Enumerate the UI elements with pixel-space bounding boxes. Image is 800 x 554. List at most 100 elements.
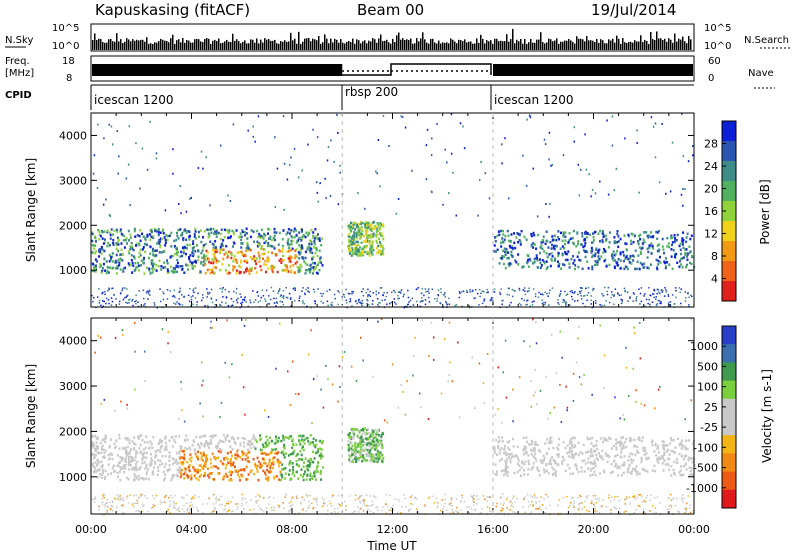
echo-cell xyxy=(262,237,265,240)
echo-cell xyxy=(577,293,579,296)
echo-cell xyxy=(362,459,365,462)
echo-cell xyxy=(94,470,97,474)
echo-cell xyxy=(241,301,244,304)
echo-cell xyxy=(226,451,229,455)
echo-cell xyxy=(298,458,301,461)
echo-cell xyxy=(219,251,222,255)
echo-cell xyxy=(654,122,657,125)
echo-cell xyxy=(280,473,283,477)
echo-cell xyxy=(101,469,104,472)
echo-cell xyxy=(220,248,223,252)
echo-cell xyxy=(157,233,160,237)
echo-cell xyxy=(377,244,380,248)
echo-cell xyxy=(554,472,557,475)
echo-cell xyxy=(97,123,99,126)
echo-cell xyxy=(235,229,238,232)
echo-cell xyxy=(285,296,288,299)
echo-cell xyxy=(259,299,262,302)
echo-cell xyxy=(690,457,693,461)
echo-cell xyxy=(241,229,244,232)
echo-cell xyxy=(162,298,165,301)
nsky-bar xyxy=(230,42,232,50)
echo-cell xyxy=(581,459,584,463)
echo-cell xyxy=(669,304,671,306)
echo-cell xyxy=(552,472,555,476)
echo-cell xyxy=(182,249,185,252)
echo-cell xyxy=(134,300,136,303)
echo-cell xyxy=(313,236,316,240)
echo-cell xyxy=(569,290,572,293)
echo-cell xyxy=(91,269,94,273)
echo-cell xyxy=(395,303,397,305)
echo-cell xyxy=(278,290,280,292)
echo-cell xyxy=(613,240,616,243)
echo-cell xyxy=(562,154,565,157)
echo-cell xyxy=(213,255,216,259)
echo-cell xyxy=(195,244,198,247)
echo-cell xyxy=(147,256,150,260)
echo-cell xyxy=(133,229,136,233)
echo-cell xyxy=(585,236,588,239)
nsky-bar xyxy=(426,42,428,50)
echo-cell xyxy=(262,469,265,473)
nsky-bar xyxy=(98,38,100,50)
station-title: Kapuskasing (fitACF) xyxy=(95,1,250,19)
echo-cell xyxy=(581,452,584,455)
echo-cell xyxy=(645,298,648,301)
echo-cell xyxy=(534,440,537,444)
echo-cell xyxy=(128,125,131,128)
echo-cell xyxy=(673,451,676,455)
echo-cell xyxy=(280,451,283,454)
echo-cell xyxy=(605,506,607,508)
echo-cell xyxy=(559,231,562,235)
echo-cell xyxy=(289,460,292,463)
echo-cell xyxy=(518,287,521,290)
echo-cell xyxy=(152,506,154,508)
echo-cell xyxy=(353,247,356,250)
echo-cell xyxy=(564,231,567,234)
echo-cell xyxy=(192,295,194,297)
echo-cell xyxy=(569,504,571,507)
echo-cell xyxy=(139,465,142,469)
echo-cell xyxy=(142,289,145,292)
echo-cell xyxy=(519,240,522,244)
nsky-bar xyxy=(518,41,520,50)
echo-cell xyxy=(545,462,548,466)
echo-cell xyxy=(244,497,247,500)
echo-cell xyxy=(672,497,675,500)
nsky-bar xyxy=(402,38,404,50)
echo-cell xyxy=(474,297,477,299)
echo-cell xyxy=(110,125,113,128)
echo-cell xyxy=(498,233,501,237)
echo-cell xyxy=(365,438,368,441)
echo-cell xyxy=(230,479,233,482)
echo-cell xyxy=(579,495,582,498)
echo-cell xyxy=(507,251,510,254)
echo-cell xyxy=(671,141,674,144)
echo-cell xyxy=(161,501,163,504)
echo-cell xyxy=(160,445,163,448)
echo-cell xyxy=(343,296,346,298)
echo-cell xyxy=(290,453,293,456)
echo-cell xyxy=(254,462,257,466)
echo-cell xyxy=(101,473,104,476)
echo-cell xyxy=(368,223,371,226)
echo-cell xyxy=(305,478,308,481)
echo-cell xyxy=(483,300,485,302)
echo-cell xyxy=(189,260,192,263)
echo-cell xyxy=(331,495,334,498)
echo-cell xyxy=(503,250,506,254)
echo-cell xyxy=(628,455,631,458)
echo-cell xyxy=(232,245,235,248)
echo-cell xyxy=(127,250,130,253)
echo-cell xyxy=(356,236,359,240)
echo-cell xyxy=(108,457,111,461)
echo-cell xyxy=(678,287,681,289)
echo-cell xyxy=(118,461,121,465)
echo-cell xyxy=(164,238,167,242)
echo-cell xyxy=(593,231,596,234)
echo-cell xyxy=(573,126,576,129)
echo-cell xyxy=(276,270,279,274)
echo-cell xyxy=(304,292,306,295)
echo-cell xyxy=(147,298,149,300)
